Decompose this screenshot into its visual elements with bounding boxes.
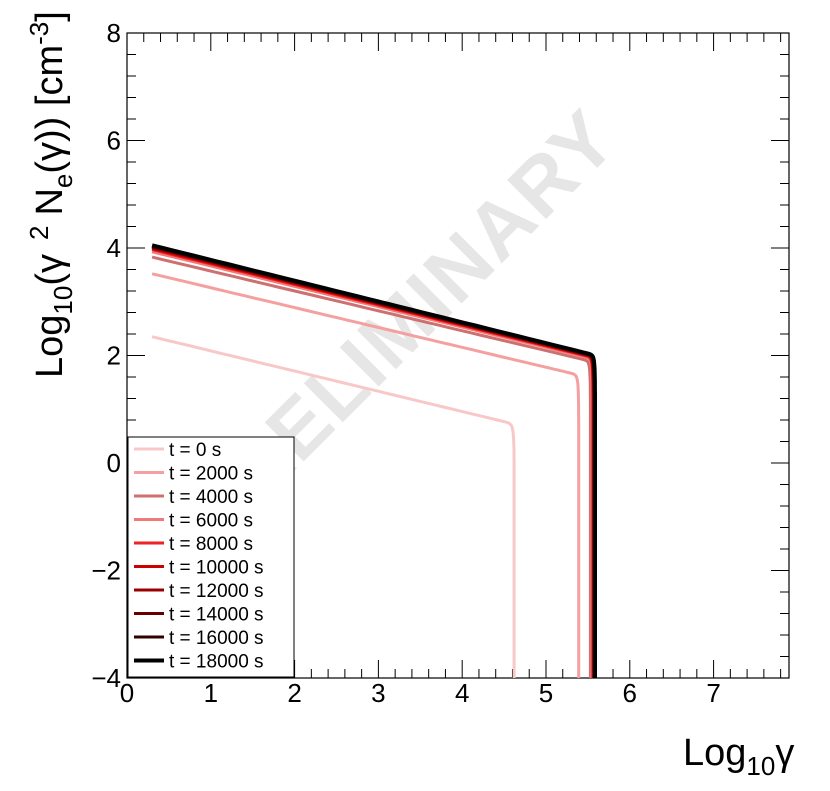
x-tick-label: 2 (287, 678, 301, 708)
y-title-part2: N (29, 188, 71, 215)
x-title-sub: 10 (746, 751, 775, 781)
y-tick-label: −4 (91, 663, 121, 693)
legend-label: t = 10000 s (169, 558, 264, 579)
y-tick-labels: −4 −2 0 2 4 6 8 (91, 18, 121, 693)
y-title-close: ] (29, 11, 71, 22)
y-title-sub-e: e (48, 174, 78, 188)
y-tick-label: 4 (107, 233, 121, 263)
legend-label: t = 18000 s (169, 652, 264, 673)
x-tick-label: 5 (539, 678, 553, 708)
y-title-sub: 10 (48, 286, 78, 315)
legend-label: t = 2000 s (169, 464, 253, 485)
x-tick-label: 3 (371, 678, 385, 708)
y-title-sup3: -3 (24, 22, 54, 45)
x-axis-title: Log10γ (683, 732, 794, 781)
series-line (151, 243, 597, 678)
y-tick-label: 2 (107, 341, 121, 371)
legend-label: t = 14000 s (169, 605, 264, 626)
x-title-tail: γ (775, 732, 794, 774)
legend: t = 0 st = 2000 st = 4000 st = 6000 st =… (127, 436, 295, 678)
x-tick-label: 0 (120, 678, 134, 708)
y-tick-label: 6 (107, 126, 121, 156)
x-tick-label: 6 (623, 678, 637, 708)
series-line (151, 335, 516, 678)
series-line (151, 272, 581, 678)
y-title-part1: (γ (29, 254, 71, 286)
y-title-part3: (γ)) [cm (29, 45, 71, 174)
y-title-sup2: 2 (24, 226, 54, 240)
legend-label: t = 8000 s (169, 534, 253, 555)
series-line (151, 255, 592, 678)
x-tick-labels: 0 1 2 3 4 5 6 7 (120, 678, 721, 708)
x-title-main: Log (683, 732, 746, 774)
y-tick-label: 0 (107, 448, 121, 478)
x-tick-label: 1 (204, 678, 218, 708)
x-tick-label: 4 (455, 678, 469, 708)
y-tick-label: 8 (107, 18, 121, 48)
legend-label: t = 12000 s (169, 581, 264, 602)
y-axis-title: Log10(γ 2 Ne(γ)) [cm-3] (24, 11, 78, 378)
y-title-main: Log (29, 315, 71, 378)
legend-label: t = 0 s (169, 440, 221, 461)
series-curves (151, 243, 597, 678)
x-tick-label: 7 (706, 678, 720, 708)
legend-label: t = 16000 s (169, 628, 264, 649)
legend-label: t = 4000 s (169, 487, 253, 508)
legend-label: t = 6000 s (169, 511, 253, 532)
y-tick-label: −2 (91, 556, 121, 586)
